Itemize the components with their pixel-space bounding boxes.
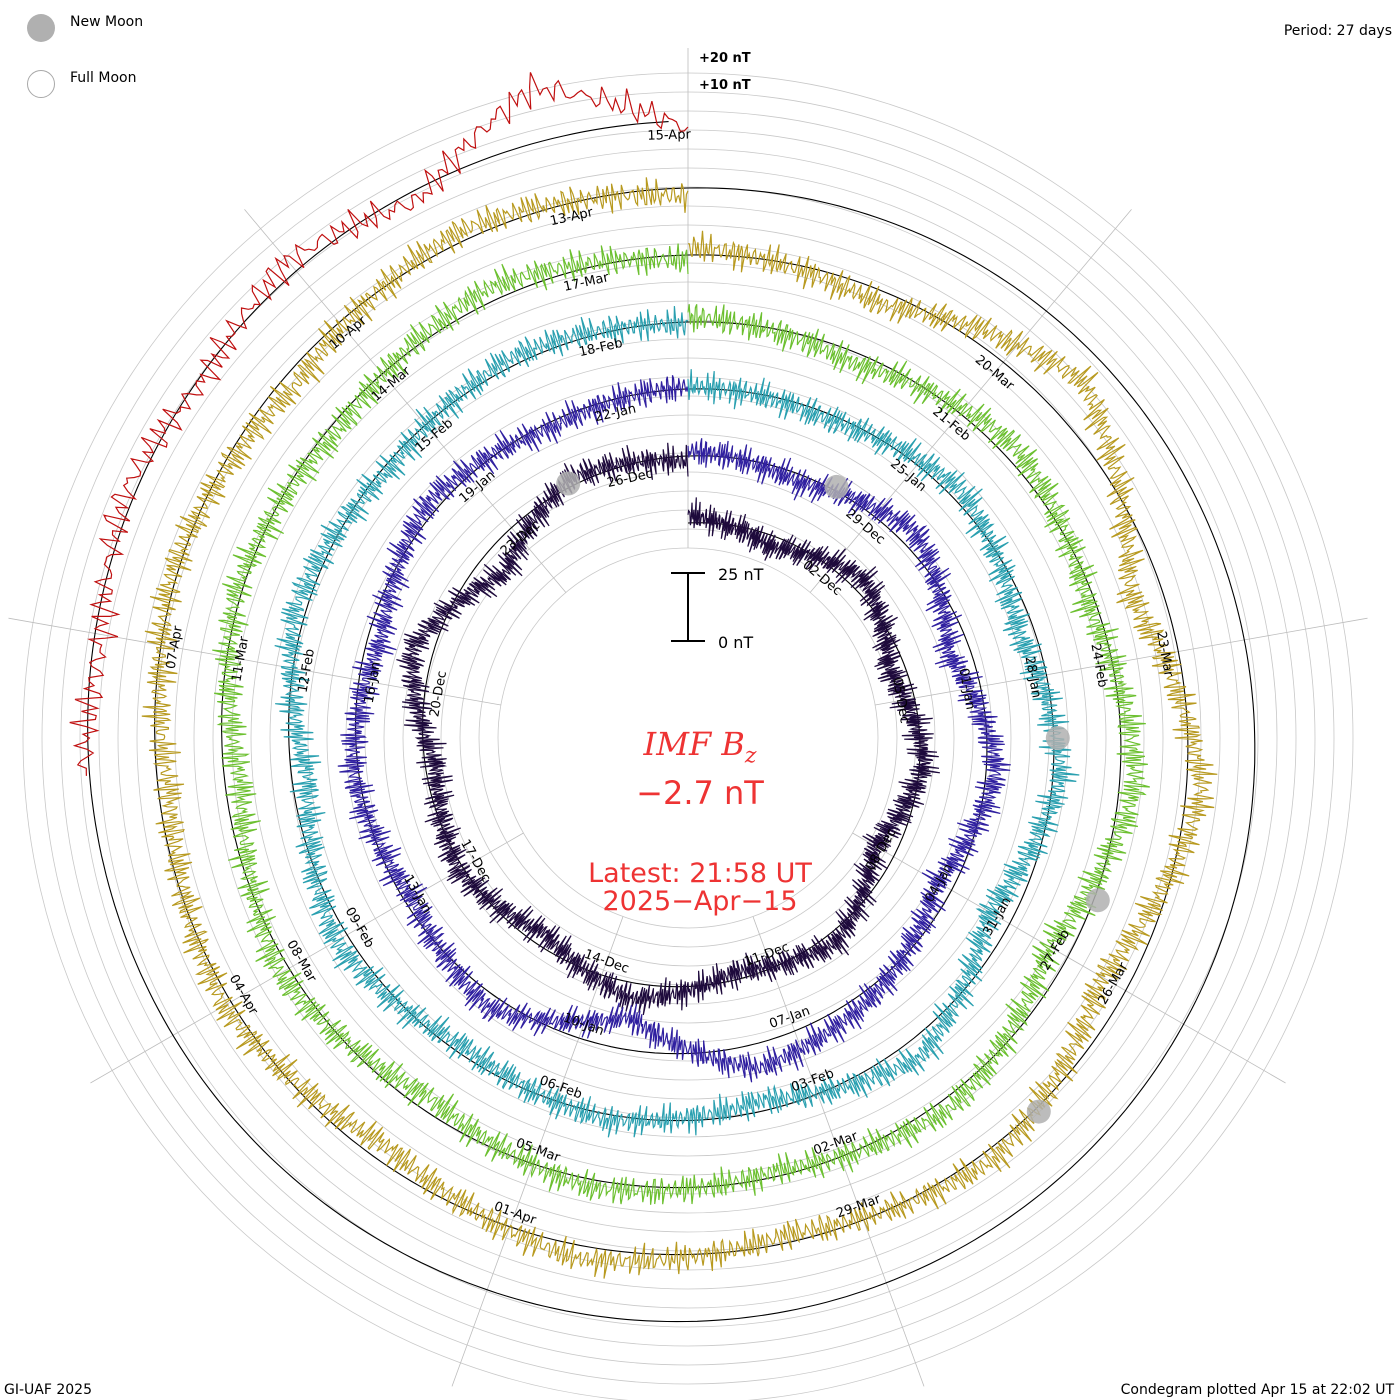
date-label: 01-Jan: [956, 667, 978, 711]
new-moon-marker: [1045, 726, 1070, 750]
legend-new-moon-label: New Moon: [70, 14, 144, 30]
scale-bar-top-label: 25 nT: [718, 565, 764, 584]
date-label: 07-Jan: [768, 1004, 813, 1032]
latest-date: 2025−Apr−15: [602, 886, 798, 917]
plotted-timestamp: Condegram plotted Apr 15 at 22:02 UT: [1120, 1382, 1394, 1398]
date-label: 20-Dec: [427, 670, 450, 718]
latest-time: Latest: 21:58 UT: [588, 858, 812, 889]
grid-spoke: [875, 617, 1368, 706]
parameter-name-sub: z: [744, 743, 757, 769]
legend-full-moon-label: Full Moon: [70, 70, 137, 86]
full-moon-icon: [27, 70, 55, 98]
period-label: Period: 27 days: [1283, 23, 1392, 39]
new-moon-marker: [824, 474, 849, 499]
scale-bar-bottom-label: 0 nT: [718, 633, 753, 652]
date-label: 24-Feb: [1087, 643, 1109, 689]
date-label: 28-Jan: [1022, 655, 1044, 699]
rotation-label-middle: +10 nT: [699, 78, 751, 93]
new-moon-marker: [556, 471, 581, 496]
credit-label: GI-UAF 2025: [4, 1382, 92, 1398]
grid-spokes: [8, 48, 1368, 1387]
moon-markers: [556, 471, 1110, 1124]
grid-spoke: [451, 916, 624, 1387]
parameter-name: IMF Bz: [0, 725, 1400, 768]
rotation-start-label: 13-Apr: [549, 205, 595, 229]
series-trace: [141, 177, 1218, 1279]
date-label: 27-Feb: [1038, 927, 1073, 973]
date-label: 16-Jan: [362, 660, 384, 704]
scale-bar: 25 nT 0 nT: [671, 565, 764, 652]
series-trace: [274, 306, 1080, 1138]
parameter-value: −2.7 nT: [636, 774, 764, 812]
date-label: 05-Dec: [889, 676, 912, 724]
date-label: 23-Mar: [1153, 630, 1176, 678]
date-labels: 02-Dec05-Dec08-Dec11-Dec14-Dec17-Dec20-D…: [164, 127, 1176, 1228]
new-moon-marker: [1085, 888, 1110, 913]
series-trace: [396, 442, 941, 1016]
baseline-spiral: [154, 187, 1189, 1256]
date-label: 12-Feb: [296, 648, 318, 694]
new-moon-icon: [27, 14, 55, 42]
parameter-name-main: IMF B: [643, 725, 745, 763]
rotation-label-top: +20 nT: [699, 51, 751, 66]
grid-spoke: [809, 209, 1132, 593]
rotation-start-label: 17-Mar: [562, 270, 611, 295]
grid-spoke: [244, 209, 567, 593]
series-trace: [69, 72, 689, 776]
rotation-start-label: 22-Jan: [593, 401, 637, 425]
date-label: 20-Mar: [972, 353, 1017, 394]
data-series: [69, 72, 1256, 1323]
series-trace: [337, 375, 1011, 1083]
date-label: 01-Apr: [492, 1199, 539, 1228]
date-label: 15-Apr: [647, 127, 692, 143]
new-moon-marker: [1026, 1099, 1051, 1124]
baseline-spiral: [87, 121, 1256, 1323]
date-label: 08-Mar: [283, 938, 319, 986]
series-trace: [212, 243, 1150, 1205]
